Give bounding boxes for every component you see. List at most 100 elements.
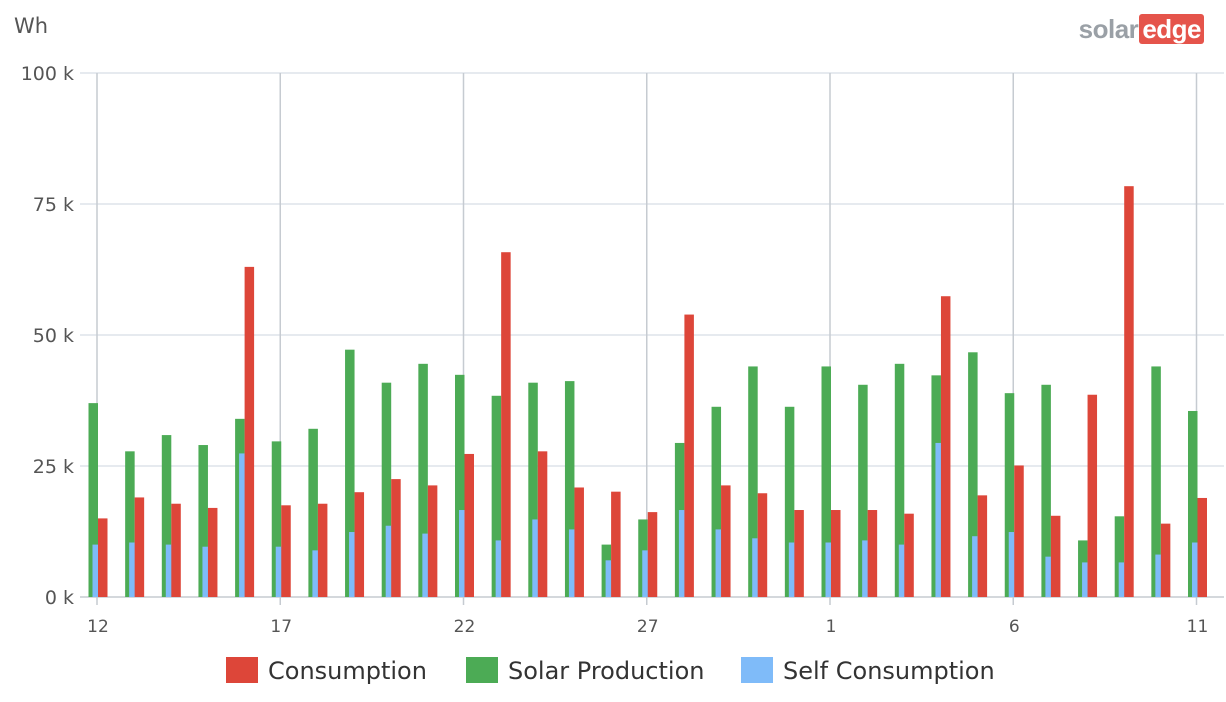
consumption-bar[interactable] xyxy=(98,518,108,597)
consumption-bar[interactable] xyxy=(391,479,401,597)
solar-production-bar[interactable] xyxy=(455,374,465,597)
self-consumption-bar[interactable] xyxy=(1155,554,1165,597)
self-consumption-bar[interactable] xyxy=(495,540,506,597)
self-consumption-bar[interactable] xyxy=(788,542,799,597)
consumption-bar[interactable] xyxy=(721,485,731,597)
solar-production-bar[interactable] xyxy=(418,363,428,597)
self-consumption-bar[interactable] xyxy=(312,550,322,597)
consumption-bar[interactable] xyxy=(574,487,584,597)
solaredge-logo: solar edge xyxy=(1079,14,1204,45)
solar-production-bar[interactable] xyxy=(345,349,355,597)
self-consumption-bar[interactable] xyxy=(568,529,579,597)
consumption-bar[interactable] xyxy=(757,493,768,597)
self-consumption-bar[interactable] xyxy=(1008,532,1019,597)
logo-text-edge: edge xyxy=(1139,14,1204,44)
solar-production-bar[interactable] xyxy=(1151,366,1161,597)
consumption-bar[interactable] xyxy=(244,266,255,597)
self-consumption-bar[interactable] xyxy=(349,532,359,597)
self-consumption-bar[interactable] xyxy=(642,550,652,597)
solar-production-bar[interactable] xyxy=(711,406,722,597)
self-consumption-bar[interactable] xyxy=(1082,562,1092,597)
consumption-bar[interactable] xyxy=(794,510,804,597)
solar-production-bar[interactable] xyxy=(125,451,135,597)
grid-lines xyxy=(80,72,1224,605)
consumption-bar[interactable] xyxy=(1160,523,1171,597)
consumption-bar[interactable] xyxy=(904,513,914,597)
consumption-bar[interactable] xyxy=(134,497,145,597)
self-consumption-bar[interactable] xyxy=(678,510,689,597)
consumption-bar[interactable] xyxy=(207,507,218,597)
self-consumption-bar[interactable] xyxy=(935,442,945,597)
consumption-bar[interactable] xyxy=(647,512,658,597)
solar-production-bar[interactable] xyxy=(198,445,208,597)
y-tick-label: 75 k xyxy=(33,194,74,216)
consumption-bar[interactable] xyxy=(501,252,511,597)
solar-production-bar[interactable] xyxy=(858,384,868,597)
legend-item-self-consumption[interactable]: Self Consumption xyxy=(741,657,995,685)
consumption-bar[interactable] xyxy=(977,495,988,597)
solar-production-bar[interactable] xyxy=(381,382,392,597)
self-consumption-bar[interactable] xyxy=(422,533,432,597)
self-consumption-bar[interactable] xyxy=(165,544,176,597)
self-consumption-bar[interactable] xyxy=(129,542,139,597)
solar-production-bar[interactable] xyxy=(1188,410,1198,597)
solar-production-bar[interactable] xyxy=(564,381,575,597)
consumption-bar[interactable] xyxy=(427,485,438,597)
consumption-bar[interactable] xyxy=(940,296,951,597)
legend-item-solar-production[interactable]: Solar Production xyxy=(466,657,704,685)
self-consumption-bar[interactable] xyxy=(532,519,542,597)
consumption-bar[interactable] xyxy=(171,503,181,597)
self-consumption-bar[interactable] xyxy=(202,546,212,597)
self-consumption-bar[interactable] xyxy=(972,536,982,597)
self-consumption-bar[interactable] xyxy=(1045,556,1055,597)
self-consumption-bar[interactable] xyxy=(275,546,286,597)
legend-label: Consumption xyxy=(268,657,427,685)
consumption-bar[interactable] xyxy=(281,505,291,597)
self-consumption-bar[interactable] xyxy=(459,510,469,597)
consumption-bar[interactable] xyxy=(684,314,694,597)
solar-production-bar[interactable] xyxy=(968,352,978,597)
solar-production-bar[interactable] xyxy=(528,382,538,597)
self-consumption-bar[interactable] xyxy=(862,540,872,597)
self-consumption-bar[interactable] xyxy=(715,529,726,597)
consumption-bar[interactable] xyxy=(1124,186,1134,597)
consumption-bar[interactable] xyxy=(831,510,841,597)
self-consumption-bar[interactable] xyxy=(92,544,103,597)
solar-production-bar[interactable] xyxy=(821,366,832,597)
self-consumption-bar[interactable] xyxy=(1118,562,1129,597)
self-consumption-bar[interactable] xyxy=(752,538,762,597)
solar-production-bar[interactable] xyxy=(161,435,172,597)
self-consumption-bar[interactable] xyxy=(825,542,836,597)
solar-production-bar[interactable] xyxy=(1114,516,1125,597)
solar-production-bar[interactable] xyxy=(894,363,905,597)
y-axis-ticks: 0 k 25 k 50 k 75 k 100 k xyxy=(21,63,74,609)
consumption-bar[interactable] xyxy=(1087,394,1098,597)
self-consumption-bar[interactable] xyxy=(385,525,396,597)
consumption-bar[interactable] xyxy=(354,492,365,597)
bar-series xyxy=(88,186,1208,597)
solar-production-bar[interactable] xyxy=(88,403,99,597)
legend-swatch xyxy=(226,657,258,683)
legend-item-consumption[interactable]: Consumption xyxy=(226,657,427,685)
x-tick-label: 27 xyxy=(637,617,659,637)
solar-production-bar[interactable] xyxy=(491,395,502,597)
self-consumption-bar[interactable] xyxy=(605,560,616,597)
self-consumption-bar[interactable] xyxy=(1192,542,1202,597)
self-consumption-bar[interactable] xyxy=(898,544,909,597)
solar-production-bar[interactable] xyxy=(784,406,795,597)
solar-production-bar[interactable] xyxy=(271,441,282,597)
y-tick-label: 50 k xyxy=(33,325,74,347)
solar-production-bar[interactable] xyxy=(1004,393,1015,597)
consumption-bar[interactable] xyxy=(464,453,475,597)
solar-production-bar[interactable] xyxy=(1041,384,1051,597)
self-consumption-bar[interactable] xyxy=(239,453,249,597)
solar-production-bar[interactable] xyxy=(748,366,758,597)
consumption-bar[interactable] xyxy=(537,451,548,597)
consumption-bar[interactable] xyxy=(317,503,328,597)
solar-production-bar[interactable] xyxy=(308,428,318,597)
consumption-bar[interactable] xyxy=(1050,515,1061,597)
consumption-bar[interactable] xyxy=(1014,465,1024,597)
consumption-bar[interactable] xyxy=(867,510,878,597)
consumption-bar[interactable] xyxy=(611,491,621,597)
consumption-bar[interactable] xyxy=(1197,497,1208,597)
